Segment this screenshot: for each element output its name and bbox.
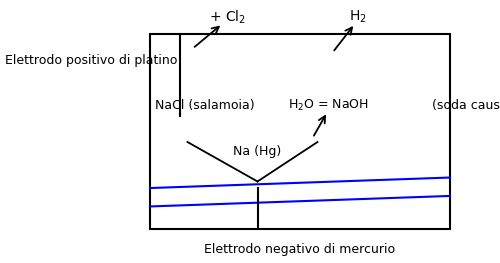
Text: Na (Hg): Na (Hg)	[234, 145, 281, 158]
Text: H$_2$: H$_2$	[348, 9, 366, 25]
Text: NaCl (salamoia): NaCl (salamoia)	[155, 99, 254, 112]
Text: H$_2$O = NaOH: H$_2$O = NaOH	[288, 98, 368, 113]
Text: + Cl$_2$: + Cl$_2$	[209, 8, 246, 26]
Text: (soda caustica): (soda caustica)	[432, 99, 500, 112]
Text: Elettrodo positivo di platino: Elettrodo positivo di platino	[5, 54, 178, 67]
FancyBboxPatch shape	[150, 34, 450, 229]
Text: Elettrodo negativo di mercurio: Elettrodo negativo di mercurio	[204, 244, 396, 256]
